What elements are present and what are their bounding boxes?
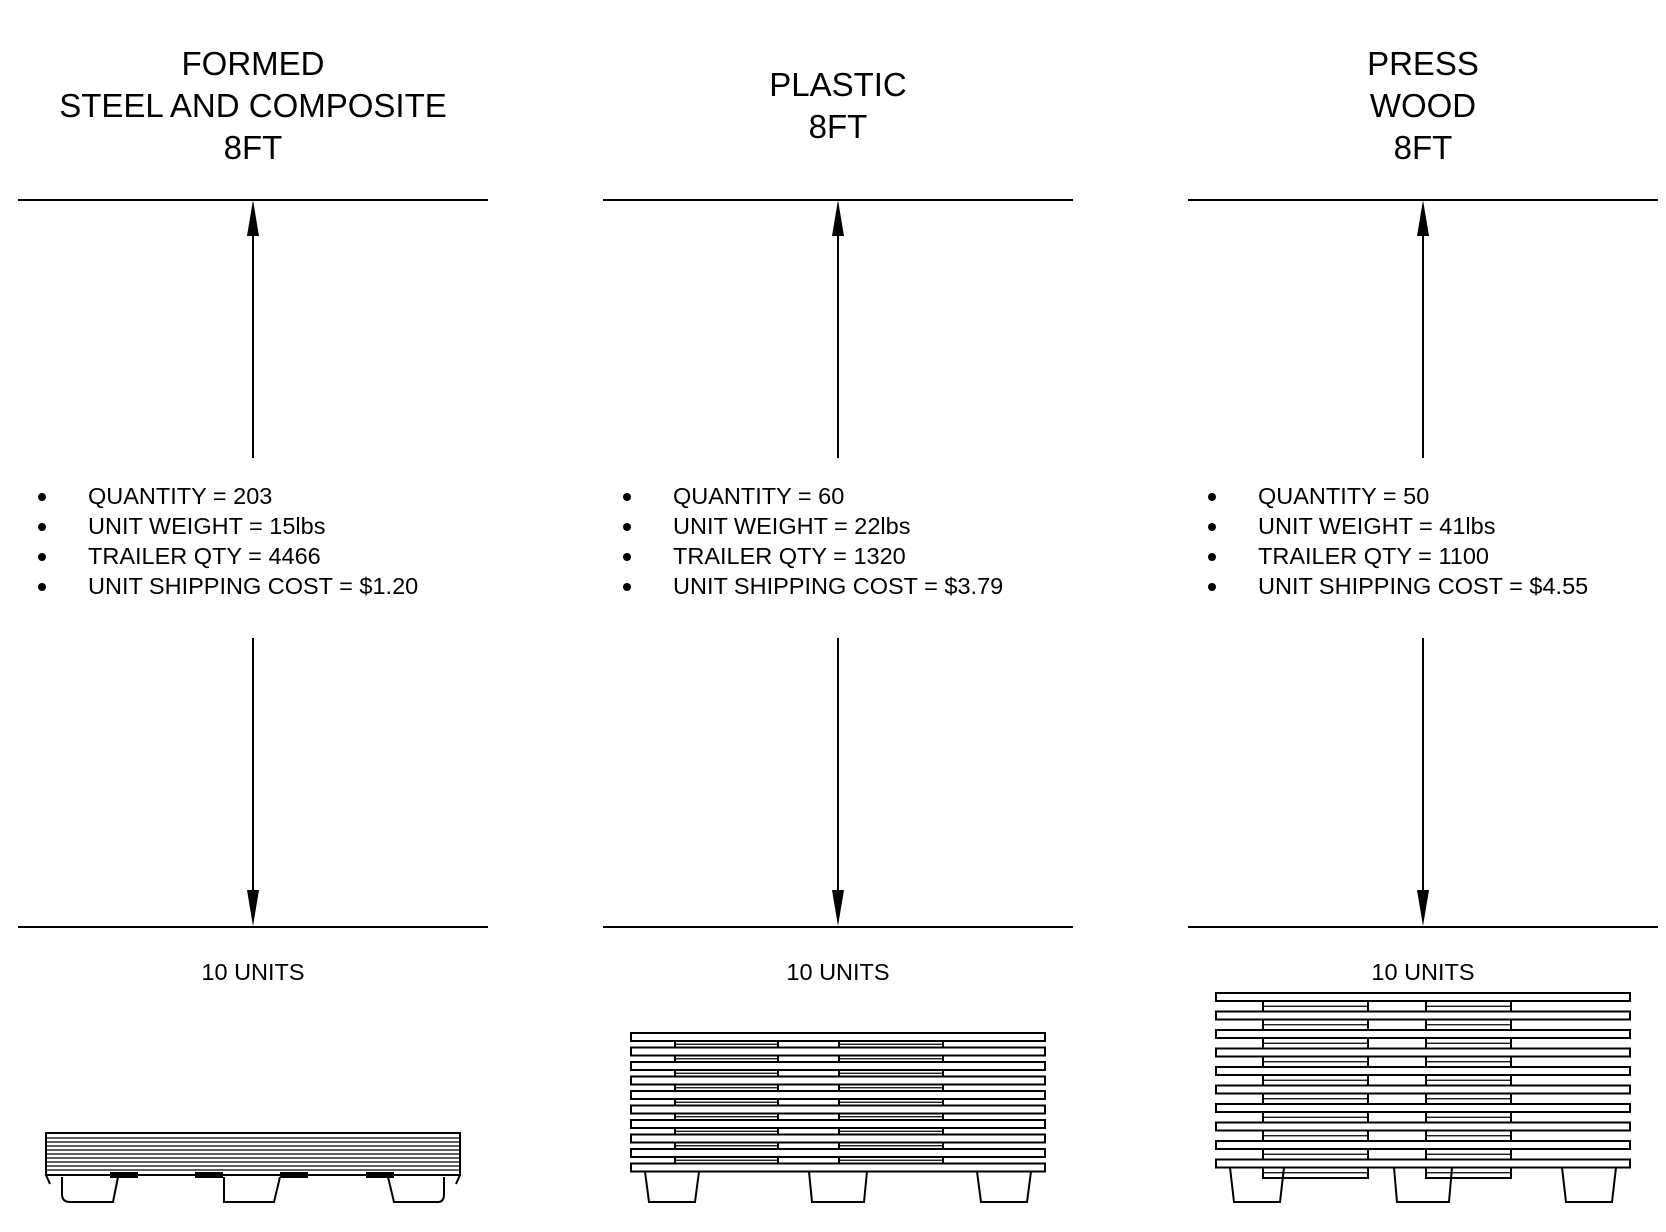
spec-text: TRAILER QTY = 1100 [1258,543,1489,569]
height-dimension-arrow [247,200,259,926]
pallet-deck-layer [630,1104,1046,1121]
pallet-deck-layer [1215,1066,1631,1087]
pallet-deck-layer [630,1032,1046,1049]
units-label: 10 UNITS [786,959,890,985]
pallet-column-press-wood: PRESS WOOD 8FT QUANTITY = 50 UNIT WEIGHT… [1188,0,1658,1232]
pallet-deck-layer [1215,992,1631,1013]
title-line: 8FT [1393,129,1453,166]
bottom-reference-line [603,926,1073,928]
title-line: FORMED [181,45,325,82]
pallet-deck-layer [630,1061,1046,1078]
column-title: FORMED STEEL AND COMPOSITE 8FT [18,43,488,169]
spec-shipping-cost: UNIT SHIPPING COST = $4.55 [1208,571,1588,601]
bullet-icon [1208,553,1216,561]
spec-trailer-qty: TRAILER QTY = 1320 [623,541,1003,571]
pallet-feet [1229,1167,1617,1203]
spec-quantity: QUANTITY = 50 [1208,481,1588,511]
bullet-icon [623,553,631,561]
pallet-deck-layer [1215,1029,1631,1050]
title-line: PRESS [1367,45,1479,82]
pallet-column-plastic: PLASTIC 8FT QUANTITY = 60 UNIT WEIGHT = … [603,0,1073,1232]
stacked-pallets-drawing [630,1032,1046,1203]
spec-text: UNIT WEIGHT = 41lbs [1258,513,1496,539]
pallet-deck-layer [1215,1047,1631,1068]
bullet-icon [1208,493,1216,501]
pallet-deck-layer [1215,1103,1631,1124]
bullet-icon [38,493,46,501]
spec-text: UNIT SHIPPING COST = $4.55 [1258,573,1589,599]
pallet-deck-layer [630,1133,1046,1150]
height-dimension-arrow [1417,200,1429,926]
title-line: 8FT [223,129,283,166]
spec-text: QUANTITY = 203 [88,483,273,509]
stacked-pallets-drawing [45,1132,461,1203]
spec-shipping-cost: UNIT SHIPPING COST = $1.20 [38,571,418,601]
column-title: PLASTIC 8FT [603,64,1073,148]
pallet-column-formed-steel: FORMED STEEL AND COMPOSITE 8FT QUANTITY … [18,0,488,1232]
units-label: 10 UNITS [1371,959,1475,985]
pallet-deck-layer [630,1162,1046,1173]
spec-shipping-cost: UNIT SHIPPING COST = $3.79 [623,571,1003,601]
pallet-feet [644,1171,1032,1203]
bullet-icon [623,523,631,531]
pallet-deck-layer [630,1119,1046,1136]
spec-trailer-qty: TRAILER QTY = 4466 [38,541,418,571]
spec-quantity: QUANTITY = 203 [38,481,418,511]
pallet-deck-layer [1215,1158,1631,1179]
spec-list: QUANTITY = 60 UNIT WEIGHT = 22lbs TRAILE… [623,481,1003,601]
spec-text: TRAILER QTY = 1320 [673,543,906,569]
bullet-icon [38,583,46,591]
spec-text: UNIT SHIPPING COST = $3.79 [673,573,1004,599]
pallet-deck-layer [630,1075,1046,1092]
pallet-deck-layer [1215,1084,1631,1105]
pallet-deck-layer [1215,1140,1631,1161]
bottom-reference-line [1188,926,1658,928]
spec-unit-weight: UNIT WEIGHT = 15lbs [38,511,418,541]
bullet-icon [623,583,631,591]
title-line: STEEL AND COMPOSITE [59,87,447,124]
spec-unit-weight: UNIT WEIGHT = 22lbs [623,511,1003,541]
bullet-icon [1208,583,1216,591]
spec-text: UNIT SHIPPING COST = $1.20 [88,573,419,599]
height-dimension-arrow [832,200,844,926]
title-line: WOOD [1369,87,1477,124]
spec-unit-weight: UNIT WEIGHT = 41lbs [1208,511,1588,541]
pallet-deck-layer [630,1090,1046,1107]
title-line: 8FT [808,108,868,145]
spec-text: QUANTITY = 50 [1258,483,1430,509]
spec-quantity: QUANTITY = 60 [623,481,1003,511]
units-label: 10 UNITS [201,959,305,985]
bullet-icon [38,523,46,531]
bullet-icon [38,553,46,561]
pallet-deck-layer [630,1046,1046,1063]
pallet-deck-layer [1215,1121,1631,1142]
column-title: PRESS WOOD 8FT [1188,43,1658,169]
pallet-deck-layer [630,1148,1046,1165]
spec-trailer-qty: TRAILER QTY = 1100 [1208,541,1588,571]
bullet-icon [1208,523,1216,531]
bottom-reference-line [18,926,488,928]
pallet-deck-layer [1215,1010,1631,1031]
spec-text: TRAILER QTY = 4466 [88,543,321,569]
title-line: PLASTIC [769,66,907,103]
stacked-pallets-drawing [1215,992,1631,1203]
spec-text: UNIT WEIGHT = 15lbs [88,513,326,539]
spec-list: QUANTITY = 50 UNIT WEIGHT = 41lbs TRAILE… [1208,481,1588,601]
bullet-icon [623,493,631,501]
spec-text: UNIT WEIGHT = 22lbs [673,513,911,539]
spec-text: QUANTITY = 60 [673,483,845,509]
spec-list: QUANTITY = 203 UNIT WEIGHT = 15lbs TRAIL… [38,481,418,601]
